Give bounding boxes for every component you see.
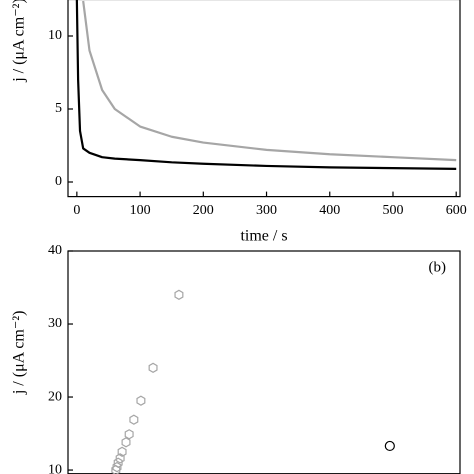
- hexagon-point: [124, 429, 134, 440]
- y-tick-label: 30: [48, 316, 62, 331]
- hexagon-point: [148, 362, 158, 374]
- hexagon-point: [174, 289, 184, 301]
- plot-frame: [67, 0, 461, 198]
- x-tick-label: 600: [446, 203, 467, 218]
- hexagon-point: [111, 464, 121, 474]
- line-series: [82, 0, 457, 162]
- y-tick-label: 5: [55, 101, 62, 116]
- hexagon-point: [136, 395, 146, 406]
- y-tick-label: 40: [48, 243, 62, 258]
- y-axis-label: j / (μA cm⁻²): [11, 311, 28, 396]
- y-axis-label: j / (μA cm⁻²): [11, 0, 28, 83]
- y-tick-label: 0: [55, 174, 62, 189]
- plot-frame: [67, 250, 461, 474]
- x-tick-label: 100: [130, 203, 151, 218]
- hexagon-point: [112, 461, 122, 473]
- x-tick-label: 400: [319, 203, 340, 218]
- x-tick-label: 0: [73, 203, 80, 218]
- x-tick-label: 300: [256, 203, 277, 218]
- x-axis-label: time / s: [240, 227, 287, 244]
- line-series: [75, 0, 457, 170]
- hexagon-point: [121, 437, 131, 448]
- x-tick-label: 200: [193, 203, 214, 218]
- circle-point: [384, 440, 395, 452]
- hexagon-point: [117, 446, 127, 457]
- annotation: (b): [429, 259, 447, 275]
- y-tick-label: 10: [48, 28, 62, 43]
- hexagon-point: [129, 414, 139, 425]
- y-tick-label: 10: [48, 462, 62, 474]
- y-tick-label: 20: [48, 389, 62, 404]
- hexagon-point: [115, 453, 125, 464]
- x-tick-label: 500: [382, 203, 403, 218]
